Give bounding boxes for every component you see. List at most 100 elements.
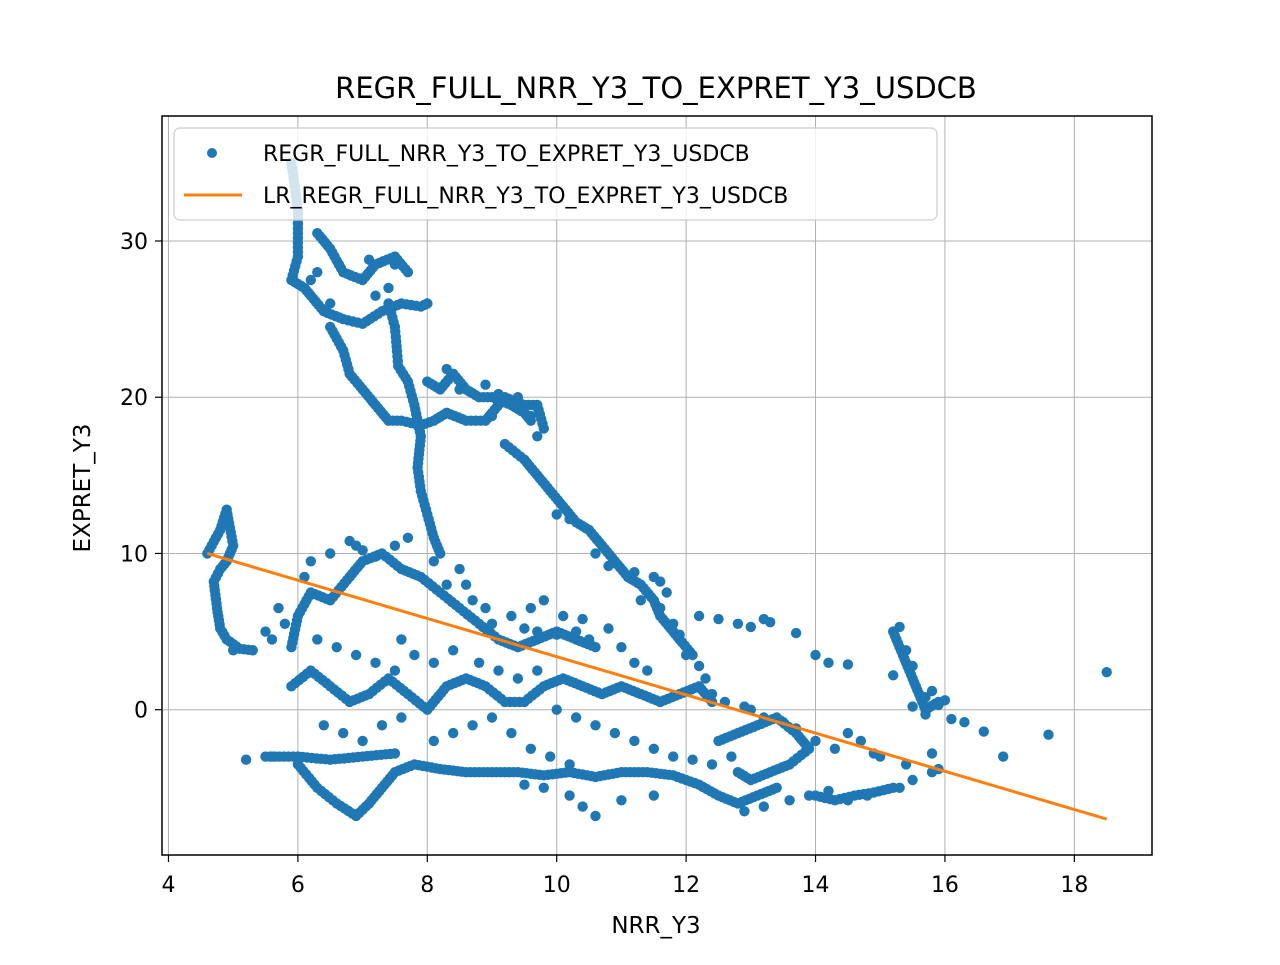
scatter-point [855, 735, 866, 747]
scatter-point [687, 754, 698, 765]
scatter-point [551, 629, 562, 640]
scatter-point [331, 642, 342, 653]
scatter-point [946, 713, 957, 725]
scatter-point [551, 509, 562, 520]
regression-line [206, 552, 1108, 821]
x-tick-label: 6 [291, 873, 305, 898]
scatter-point [486, 618, 498, 629]
scatter-point [486, 712, 498, 723]
scatter-point [823, 785, 834, 797]
scatter-point [842, 659, 854, 670]
axes-frame [161, 115, 1153, 856]
scatter-point [648, 743, 659, 754]
scatter-point [642, 665, 653, 676]
scatter-point [305, 556, 316, 567]
scatter-point [486, 410, 498, 422]
scatter-point [939, 695, 951, 706]
x-tick-label: 16 [931, 873, 959, 898]
legend-label-scatter: REGR_FULL_NRR_Y3_TO_EXPRET_Y3_USDCB [263, 142, 750, 167]
scatter-point [823, 657, 834, 668]
scatter-point [1043, 729, 1054, 740]
scatter-point [907, 774, 918, 786]
scatter-point [926, 748, 938, 759]
scatter-point [655, 602, 666, 614]
scatter-point [635, 595, 646, 606]
scatter-point [803, 790, 815, 801]
scatter-point [247, 645, 258, 656]
scatter-point [629, 735, 640, 747]
scatter-point [473, 657, 485, 668]
scatter-point [700, 673, 711, 684]
scatter-point [900, 645, 912, 656]
scatter-point [907, 701, 918, 712]
scatter-point [525, 602, 536, 614]
scatter-point [577, 801, 588, 812]
scatter-point [926, 685, 938, 697]
scatter-point [842, 727, 854, 739]
y-tick-label: 20 [120, 386, 148, 411]
scatter-point [480, 379, 491, 390]
scatter-point [784, 795, 795, 806]
scatter-point [266, 751, 278, 762]
scatter-point [422, 298, 433, 309]
scatter-point [564, 790, 575, 801]
x-tick-label: 12 [672, 873, 700, 898]
x-tick-label: 10 [543, 873, 571, 898]
scatter-point [616, 795, 627, 806]
scatter-point [920, 692, 931, 703]
y-tick-label: 30 [120, 230, 148, 255]
chart-title: REGR_FULL_NRR_Y3_TO_EXPRET_Y3_USDCB [335, 71, 977, 105]
scatter-point [609, 727, 621, 739]
scatter-point [338, 727, 349, 739]
scatter-point [441, 363, 452, 375]
scatter-point [907, 660, 918, 672]
scatter-point [842, 795, 854, 806]
scatter-point [363, 254, 375, 265]
scatter-point [532, 431, 543, 442]
scatter-point [383, 282, 394, 294]
scatter-point [590, 810, 601, 822]
scatter-point [603, 623, 614, 634]
legend-label-line: LR_REGR_FULL_NRR_Y3_TO_EXPRET_Y3_USDCB [263, 184, 788, 209]
scatter-point [790, 627, 802, 639]
scatter-point [266, 634, 278, 645]
scatter-point [532, 665, 543, 676]
scatter-point [325, 298, 336, 309]
scatter-point [558, 610, 569, 622]
scatter-point [370, 657, 381, 668]
scatter-point [693, 610, 705, 622]
scatter-point [299, 571, 310, 583]
scatter-point [389, 665, 401, 676]
scatter-point [512, 392, 524, 403]
scatter-point [448, 727, 459, 739]
scatter-point [829, 743, 841, 754]
scatter-point [920, 709, 931, 720]
scatter-point [758, 801, 769, 812]
scatter-point [273, 602, 284, 614]
scatter-point [894, 621, 905, 633]
scatter-point [396, 712, 407, 723]
scatter-point [506, 727, 517, 739]
scatter-point [629, 657, 640, 668]
x-tick-label: 8 [420, 873, 434, 898]
scatter-point [460, 579, 472, 590]
scatter-point [428, 657, 439, 668]
scatter-point [959, 717, 970, 728]
legend: REGR_FULL_NRR_Y3_TO_EXPRET_Y3_USDCB LR_R… [173, 127, 938, 221]
scatter-point [706, 759, 718, 770]
scatter-point [396, 634, 407, 645]
scatter-point [480, 602, 491, 614]
scatter-point [312, 267, 323, 278]
data-layer [202, 157, 1112, 822]
x-tick-label: 14 [802, 873, 830, 898]
scatter-point [590, 720, 601, 731]
scatter-point [564, 759, 575, 770]
scatter-point [668, 751, 679, 762]
scatter-point [706, 688, 718, 700]
scatter-point [312, 634, 323, 645]
scatter-point [512, 673, 524, 684]
x-tick-label: 4 [161, 873, 175, 898]
scatter-point [713, 613, 724, 625]
scatter-point [732, 618, 744, 629]
